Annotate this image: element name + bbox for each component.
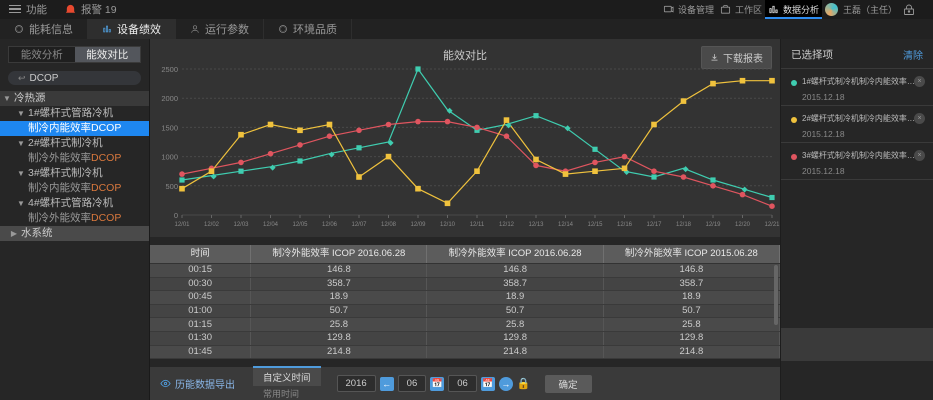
svg-text:12/18: 12/18 xyxy=(676,222,692,228)
svg-text:12/05: 12/05 xyxy=(292,222,308,228)
svg-text:12/19: 12/19 xyxy=(705,222,721,228)
svg-text:500: 500 xyxy=(165,182,178,191)
svg-text:1500: 1500 xyxy=(161,123,178,132)
svg-text:12/10: 12/10 xyxy=(440,222,456,228)
svg-text:12/21: 12/21 xyxy=(764,222,780,228)
svg-text:12/08: 12/08 xyxy=(381,222,397,228)
svg-text:12/13: 12/13 xyxy=(528,222,544,228)
svg-text:12/01: 12/01 xyxy=(174,222,190,228)
svg-text:12/17: 12/17 xyxy=(646,222,662,228)
svg-text:12/07: 12/07 xyxy=(351,222,367,228)
svg-text:12/16: 12/16 xyxy=(617,222,633,228)
svg-text:12/04: 12/04 xyxy=(263,222,279,228)
svg-text:0: 0 xyxy=(174,211,178,220)
svg-text:12/09: 12/09 xyxy=(410,222,426,228)
svg-text:12/15: 12/15 xyxy=(587,222,603,228)
svg-text:12/02: 12/02 xyxy=(204,222,220,228)
svg-text:12/20: 12/20 xyxy=(735,222,751,228)
svg-text:12/14: 12/14 xyxy=(558,222,574,228)
svg-text:2500: 2500 xyxy=(161,65,178,74)
svg-text:12/11: 12/11 xyxy=(470,222,485,228)
svg-text:12/12: 12/12 xyxy=(499,222,515,228)
svg-text:12/03: 12/03 xyxy=(233,222,249,228)
svg-text:2000: 2000 xyxy=(161,94,178,103)
svg-text:1000: 1000 xyxy=(161,153,178,162)
svg-text:12/06: 12/06 xyxy=(322,222,338,228)
